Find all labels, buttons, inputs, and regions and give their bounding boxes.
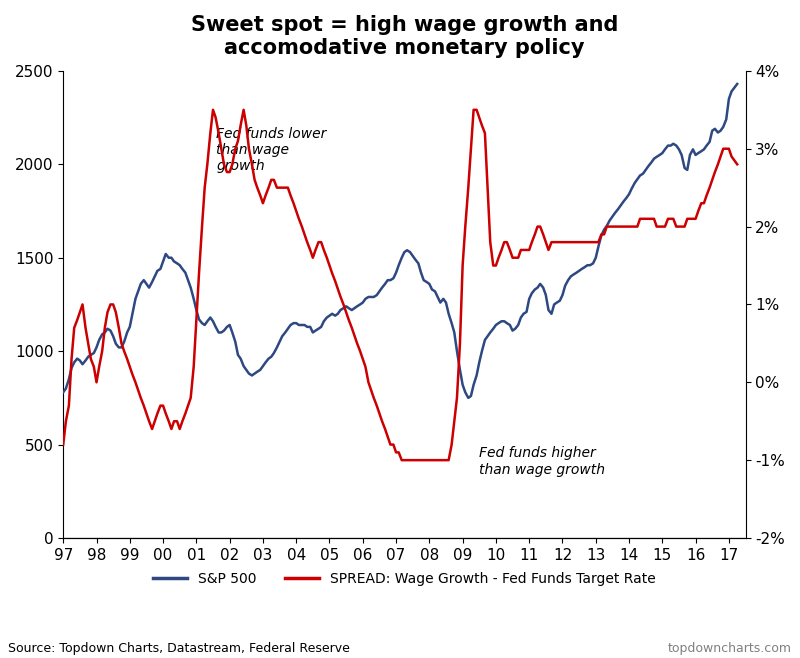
Legend: S&P 500, SPREAD: Wage Growth - Fed Funds Target Rate: S&P 500, SPREAD: Wage Growth - Fed Funds… — [147, 567, 662, 592]
Text: Fed funds lower
than wage
growth: Fed funds lower than wage growth — [216, 127, 326, 173]
Title: Sweet spot = high wage growth and
accomodative monetary policy: Sweet spot = high wage growth and accomo… — [190, 15, 618, 58]
Text: Fed funds higher
than wage growth: Fed funds higher than wage growth — [479, 447, 606, 476]
Text: Source: Topdown Charts, Datastream, Federal Reserve: Source: Topdown Charts, Datastream, Fede… — [8, 642, 350, 655]
Text: topdowncharts.com: topdowncharts.com — [668, 642, 792, 655]
